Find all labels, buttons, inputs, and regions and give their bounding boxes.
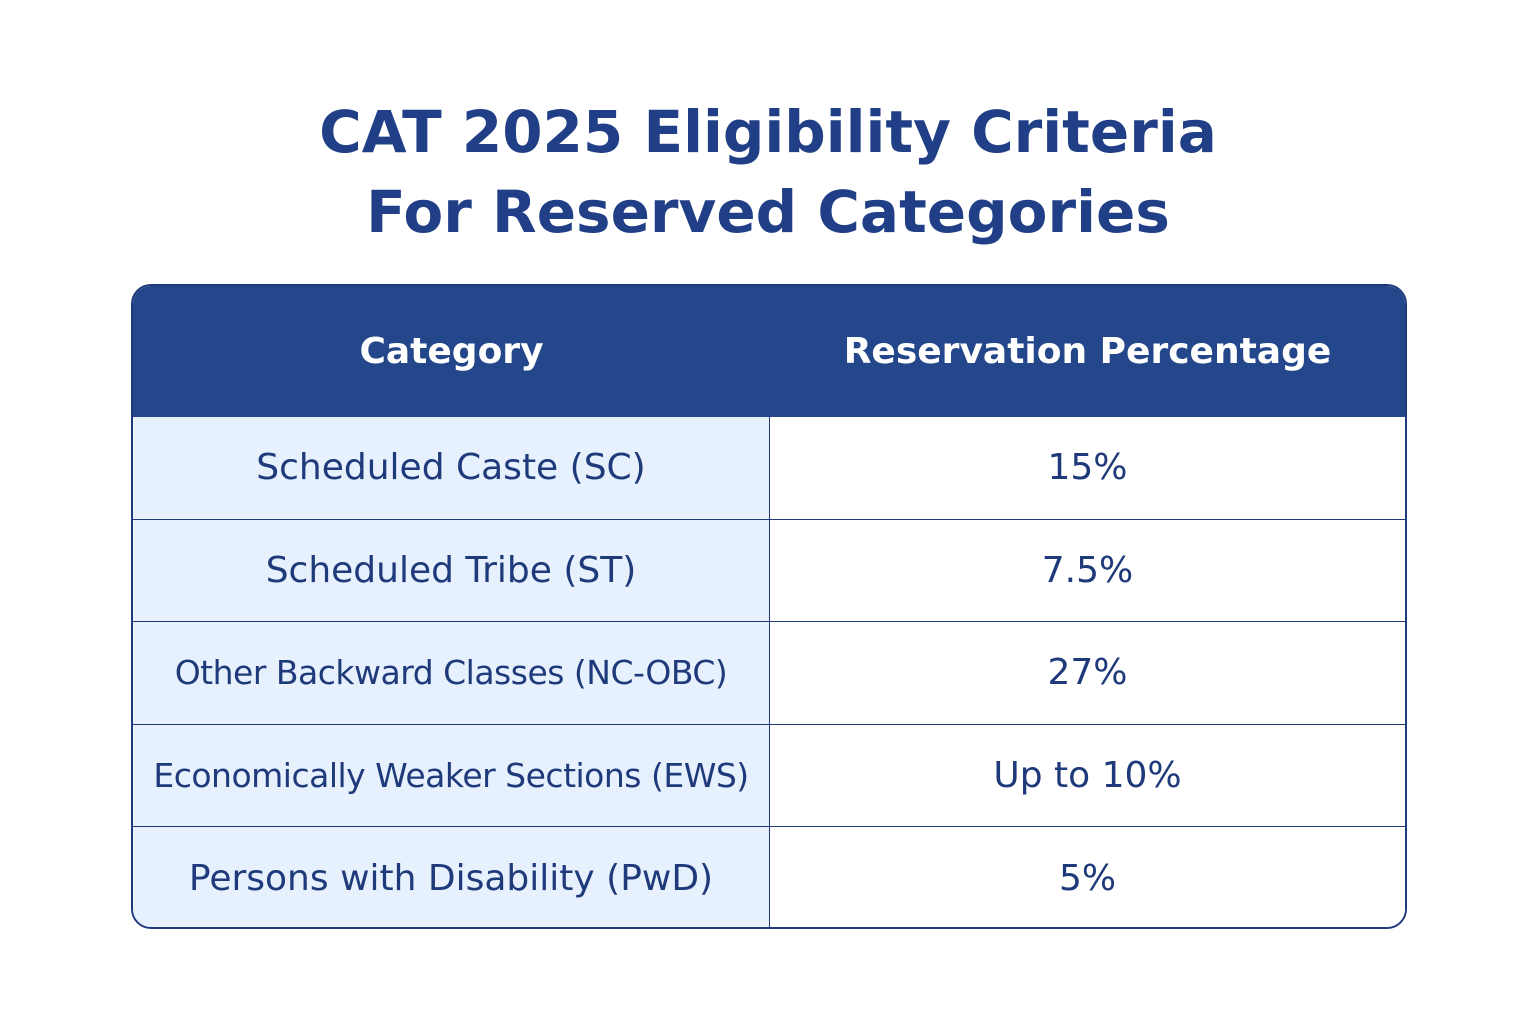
table-row: Scheduled Caste (SC) 15% (133, 417, 1405, 520)
category-cell: Other Backward Classes (NC-OBC) (133, 622, 770, 724)
category-cell: Scheduled Caste (SC) (133, 417, 770, 519)
percentage-cell: Up to 10% (770, 724, 1405, 827)
page-title: CAT 2025 Eligibility Criteria For Reserv… (0, 92, 1536, 252)
table-row: Persons with Disability (PwD) 5% (133, 827, 1405, 927)
percentage-cell: 27% (770, 622, 1405, 724)
header-reservation-percentage: Reservation Percentage (843, 331, 1332, 372)
reservation-table: Category Reservation Percentage Schedule… (131, 284, 1407, 929)
table-header-row: Category Reservation Percentage (133, 286, 1405, 417)
header-category: Category (359, 331, 544, 372)
category-cell: Scheduled Tribe (ST) (133, 519, 770, 622)
category-cell: Economically Weaker Sections (EWS) (133, 724, 770, 827)
table-row: Scheduled Tribe (ST) 7.5% (133, 519, 1405, 623)
table-row: Economically Weaker Sections (EWS) Up to… (133, 724, 1405, 828)
percentage-cell: 7.5% (770, 519, 1405, 622)
percentage-cell: 5% (770, 827, 1405, 927)
title-line-2: For Reserved Categories (366, 178, 1170, 246)
table-body: Scheduled Caste (SC) 15% Scheduled Tribe… (133, 417, 1405, 927)
title-line-1: CAT 2025 Eligibility Criteria (319, 98, 1217, 166)
percentage-cell: 15% (770, 417, 1405, 519)
table-row: Other Backward Classes (NC-OBC) 27% (133, 622, 1405, 725)
category-cell: Persons with Disability (PwD) (133, 827, 770, 927)
